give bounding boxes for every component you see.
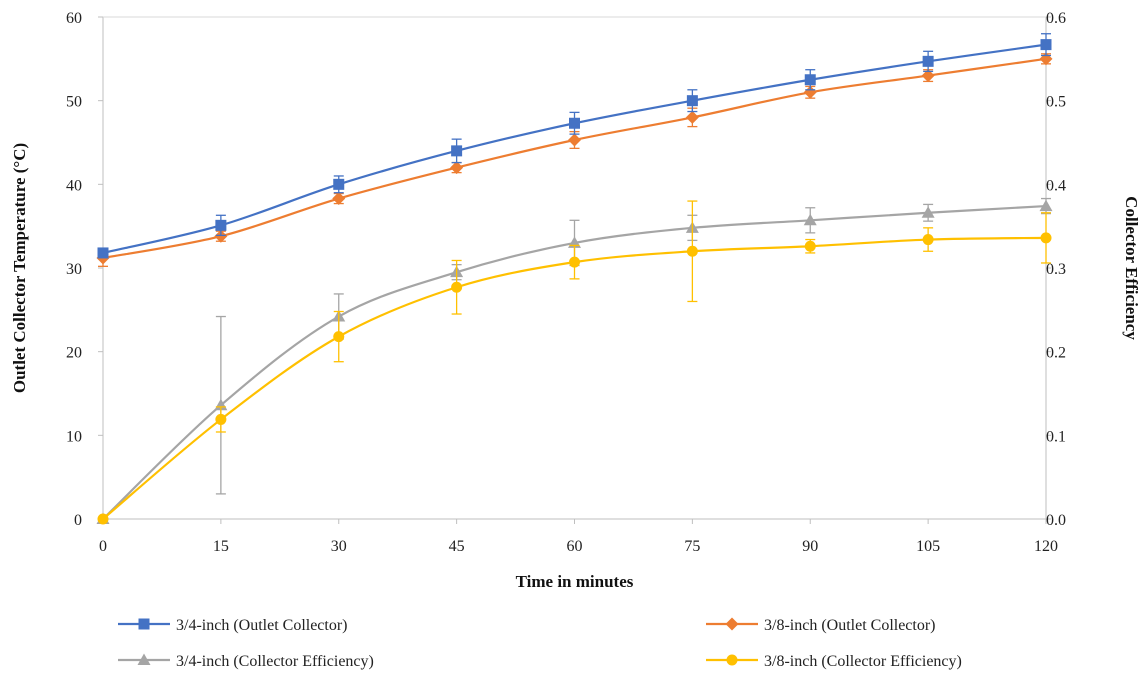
series-4 xyxy=(97,200,1052,525)
legend-item: 3/8-inch (Outlet Collector) xyxy=(706,617,936,634)
x-tick-label: 105 xyxy=(916,538,940,555)
y-left-tick-label: 30 xyxy=(66,261,82,278)
data-point xyxy=(215,413,227,425)
x-tick-label: 0 xyxy=(99,538,107,555)
legend-label: 3/4-inch (Outlet Collector) xyxy=(176,617,348,634)
y-right-tick-label: 0.3 xyxy=(1046,261,1066,278)
y-right-tick-label: 0.0 xyxy=(1046,512,1066,529)
y-left-tick-label: 40 xyxy=(66,177,82,194)
data-point xyxy=(97,247,109,259)
y-left-tick-label: 60 xyxy=(66,10,82,27)
x-tick-label: 45 xyxy=(449,538,465,555)
legend-marker xyxy=(137,653,151,665)
legend-label: 3/8-inch (Collector Efficiency) xyxy=(764,653,962,670)
data-point xyxy=(686,95,698,107)
x-tick-label: 60 xyxy=(567,538,583,555)
series-line xyxy=(102,236,1047,520)
data-point xyxy=(451,145,463,157)
data-point xyxy=(686,245,698,257)
legend-label: 3/8-inch (Outlet Collector) xyxy=(764,617,936,634)
series-line xyxy=(102,43,1047,255)
legend-marker xyxy=(726,654,738,666)
x-tick-label: 15 xyxy=(213,538,229,555)
y-axis-left-title: Outlet Collector Temperature (°C) xyxy=(10,143,29,393)
series-layer xyxy=(96,33,1053,525)
x-tick-label: 90 xyxy=(802,538,818,555)
series-1 xyxy=(97,33,1052,259)
y-right-tick-label: 0.4 xyxy=(1046,177,1066,194)
data-point xyxy=(803,213,817,226)
data-point xyxy=(804,240,816,252)
y-axis-right-title: Collector Efficiency xyxy=(1122,196,1141,340)
y-left-tick-label: 10 xyxy=(66,428,82,445)
y-right-tick-label: 0.6 xyxy=(1046,10,1066,27)
data-point xyxy=(451,281,463,293)
y-left-tick-label: 20 xyxy=(66,345,82,362)
data-point xyxy=(332,192,346,206)
y-right-tick-label: 0.5 xyxy=(1046,94,1066,111)
data-point xyxy=(803,85,817,99)
data-point xyxy=(1039,199,1053,212)
data-point xyxy=(333,178,345,190)
axes: 0 15 30 45 60 75 90 105 120 0 10 20 30 40 50 60 0.0 0.1 0.… xyxy=(66,10,1066,555)
legend-item: 3/4-inch (Collector Efficiency) xyxy=(118,653,374,670)
legend-marker xyxy=(138,618,150,630)
data-point xyxy=(569,117,580,129)
legend-label: 3/4-inch (Collector Efficiency) xyxy=(176,653,374,670)
data-point xyxy=(685,110,699,124)
data-point xyxy=(804,74,816,86)
data-point xyxy=(1040,39,1052,51)
x-axis-title: Time in minutes xyxy=(516,572,634,591)
legend: 3/4-inch (Outlet Collector) 3/8-inch (Out… xyxy=(118,617,962,670)
data-point xyxy=(568,133,581,147)
data-point xyxy=(450,161,464,175)
data-point xyxy=(214,229,228,243)
x-tick-label: 120 xyxy=(1034,538,1058,555)
data-point xyxy=(569,256,580,268)
y-left-tick-label: 50 xyxy=(66,94,82,111)
data-point xyxy=(922,55,934,67)
data-point xyxy=(921,206,935,218)
data-point xyxy=(1040,232,1052,244)
legend-item: 3/8-inch (Collector Efficiency) xyxy=(706,653,962,670)
y-right-tick-label: 0.2 xyxy=(1046,345,1066,362)
y-right-tick-label: 0.1 xyxy=(1046,428,1066,445)
data-point xyxy=(97,513,109,525)
data-point xyxy=(921,69,935,83)
data-point xyxy=(333,331,345,343)
x-tick-label: 30 xyxy=(331,538,347,555)
legend-marker xyxy=(725,617,739,631)
data-point xyxy=(922,234,934,246)
series-2 xyxy=(96,52,1053,267)
legend-item: 3/4-inch (Outlet Collector) xyxy=(118,617,348,634)
series-line xyxy=(102,204,1047,520)
x-tick-label: 75 xyxy=(684,538,700,555)
data-point xyxy=(215,219,227,231)
y-left-tick-label: 0 xyxy=(74,512,82,529)
